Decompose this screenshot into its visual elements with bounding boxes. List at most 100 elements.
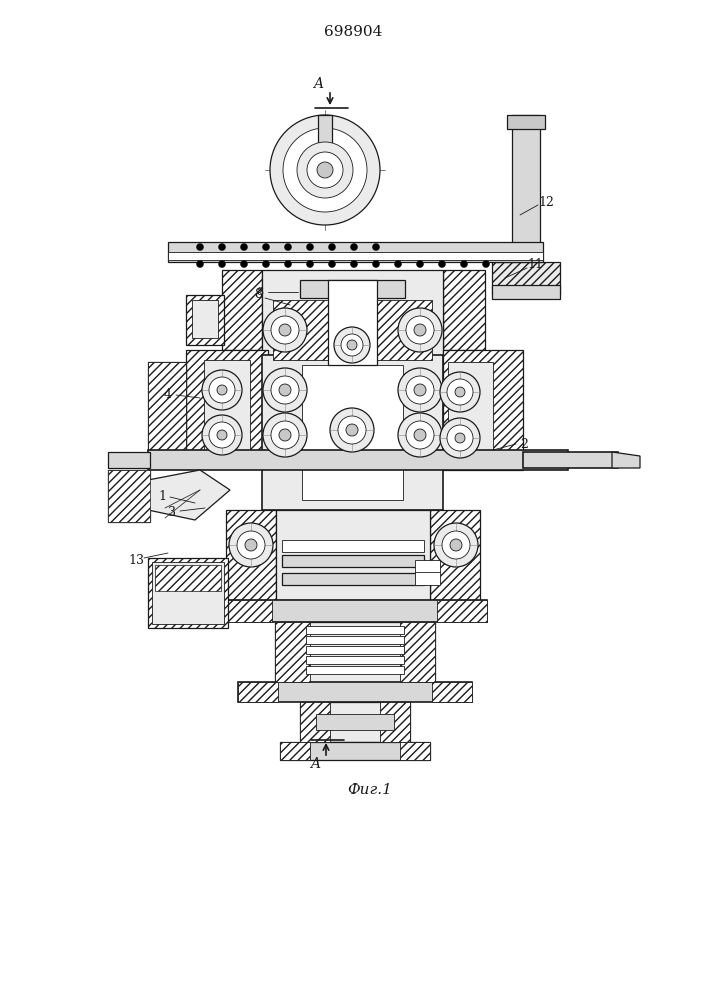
- Bar: [400, 742, 430, 760]
- Bar: [306, 666, 404, 674]
- Bar: [492, 285, 560, 299]
- Circle shape: [447, 379, 473, 405]
- Bar: [443, 350, 523, 470]
- Bar: [415, 560, 440, 585]
- Circle shape: [440, 372, 480, 412]
- Circle shape: [438, 260, 445, 267]
- Circle shape: [334, 327, 370, 363]
- Circle shape: [237, 531, 265, 559]
- Bar: [238, 682, 472, 702]
- Circle shape: [351, 243, 358, 250]
- Bar: [280, 742, 310, 760]
- Bar: [523, 452, 618, 468]
- Bar: [306, 656, 404, 664]
- Circle shape: [218, 243, 226, 250]
- Bar: [222, 600, 487, 622]
- Bar: [275, 622, 435, 682]
- Circle shape: [284, 260, 291, 267]
- Bar: [148, 362, 186, 457]
- Circle shape: [338, 416, 366, 444]
- Text: 2: 2: [520, 438, 528, 450]
- Bar: [300, 702, 410, 742]
- Circle shape: [406, 316, 434, 344]
- Circle shape: [447, 425, 473, 451]
- Text: 8: 8: [257, 287, 264, 297]
- Bar: [222, 270, 262, 350]
- Circle shape: [317, 162, 333, 178]
- Bar: [280, 742, 430, 760]
- Bar: [204, 360, 250, 455]
- Circle shape: [330, 408, 374, 452]
- Circle shape: [373, 243, 380, 250]
- Bar: [328, 280, 377, 365]
- Circle shape: [395, 260, 402, 267]
- Circle shape: [414, 384, 426, 396]
- Text: 12: 12: [538, 196, 554, 209]
- Circle shape: [398, 368, 442, 412]
- Circle shape: [283, 128, 367, 212]
- Bar: [430, 510, 480, 600]
- Bar: [192, 300, 218, 338]
- Polygon shape: [148, 470, 230, 520]
- Bar: [306, 646, 404, 654]
- Bar: [276, 510, 430, 600]
- Circle shape: [329, 243, 336, 250]
- Circle shape: [270, 115, 380, 225]
- Bar: [318, 115, 332, 170]
- Circle shape: [440, 418, 480, 458]
- Text: 8: 8: [254, 288, 262, 302]
- Bar: [262, 355, 443, 510]
- Bar: [282, 573, 424, 585]
- Bar: [432, 682, 472, 702]
- Text: 3: 3: [168, 506, 176, 520]
- Bar: [168, 242, 543, 262]
- Circle shape: [406, 421, 434, 449]
- Circle shape: [279, 324, 291, 336]
- Circle shape: [347, 340, 357, 350]
- Bar: [108, 470, 150, 522]
- Circle shape: [414, 324, 426, 336]
- Circle shape: [217, 385, 227, 395]
- Circle shape: [218, 260, 226, 267]
- Bar: [377, 300, 432, 360]
- Circle shape: [284, 243, 291, 250]
- Circle shape: [263, 308, 307, 352]
- Text: A: A: [313, 77, 323, 91]
- Bar: [108, 452, 150, 468]
- Circle shape: [297, 142, 353, 198]
- Circle shape: [416, 260, 423, 267]
- Circle shape: [202, 415, 242, 455]
- Bar: [148, 362, 186, 457]
- Bar: [300, 702, 330, 742]
- Bar: [148, 450, 568, 470]
- Bar: [168, 252, 543, 260]
- Bar: [443, 270, 485, 350]
- Circle shape: [398, 413, 442, 457]
- Bar: [155, 565, 221, 591]
- Circle shape: [263, 413, 307, 457]
- Bar: [222, 600, 272, 622]
- Circle shape: [373, 260, 380, 267]
- Circle shape: [434, 523, 478, 567]
- Circle shape: [279, 384, 291, 396]
- Circle shape: [307, 152, 343, 188]
- Bar: [186, 350, 268, 465]
- Bar: [512, 115, 540, 285]
- Circle shape: [209, 422, 235, 448]
- Circle shape: [455, 433, 465, 443]
- Bar: [108, 470, 150, 522]
- Bar: [273, 300, 328, 360]
- Circle shape: [197, 243, 204, 250]
- Circle shape: [341, 334, 363, 356]
- Circle shape: [202, 370, 242, 410]
- Circle shape: [482, 260, 489, 267]
- Bar: [300, 280, 405, 298]
- Circle shape: [262, 260, 269, 267]
- Bar: [186, 295, 224, 345]
- Circle shape: [406, 376, 434, 404]
- Text: 13: 13: [128, 554, 144, 566]
- Circle shape: [271, 376, 299, 404]
- Bar: [238, 682, 278, 702]
- Circle shape: [442, 531, 470, 559]
- Circle shape: [197, 260, 204, 267]
